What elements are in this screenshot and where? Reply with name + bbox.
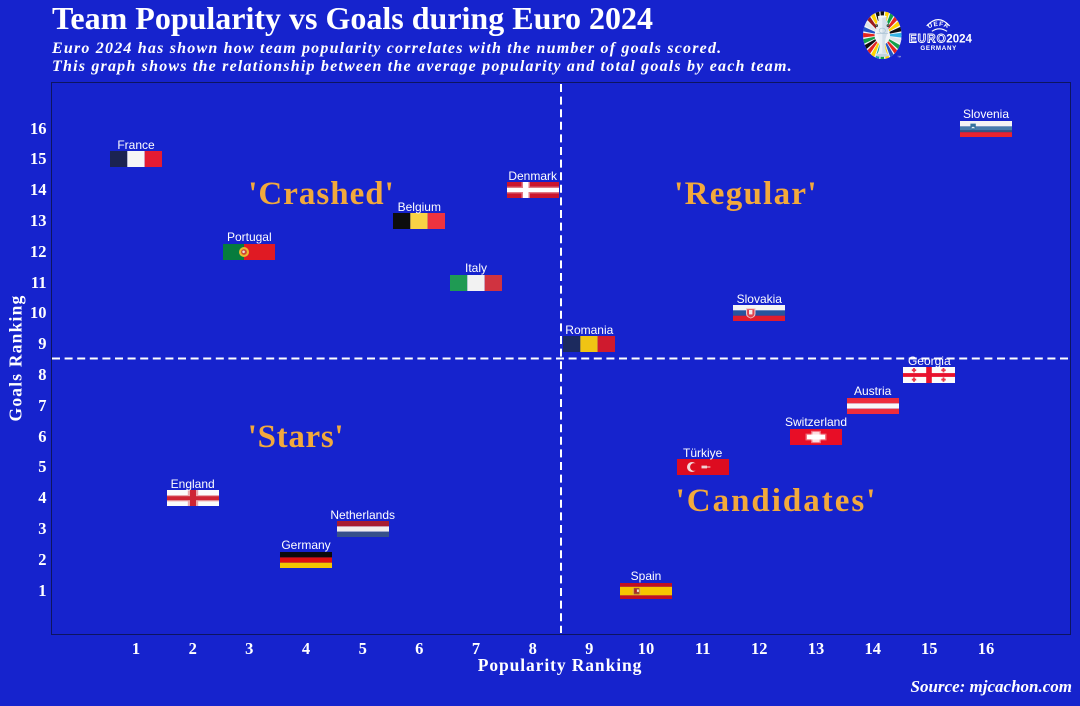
svg-text:2024: 2024 <box>946 34 972 46</box>
svg-text:™: ™ <box>897 55 901 60</box>
svg-text:EURO: EURO <box>909 33 947 46</box>
svg-text:GERMANY: GERMANY <box>920 45 957 52</box>
svg-text:UEFA: UEFA <box>927 21 951 31</box>
